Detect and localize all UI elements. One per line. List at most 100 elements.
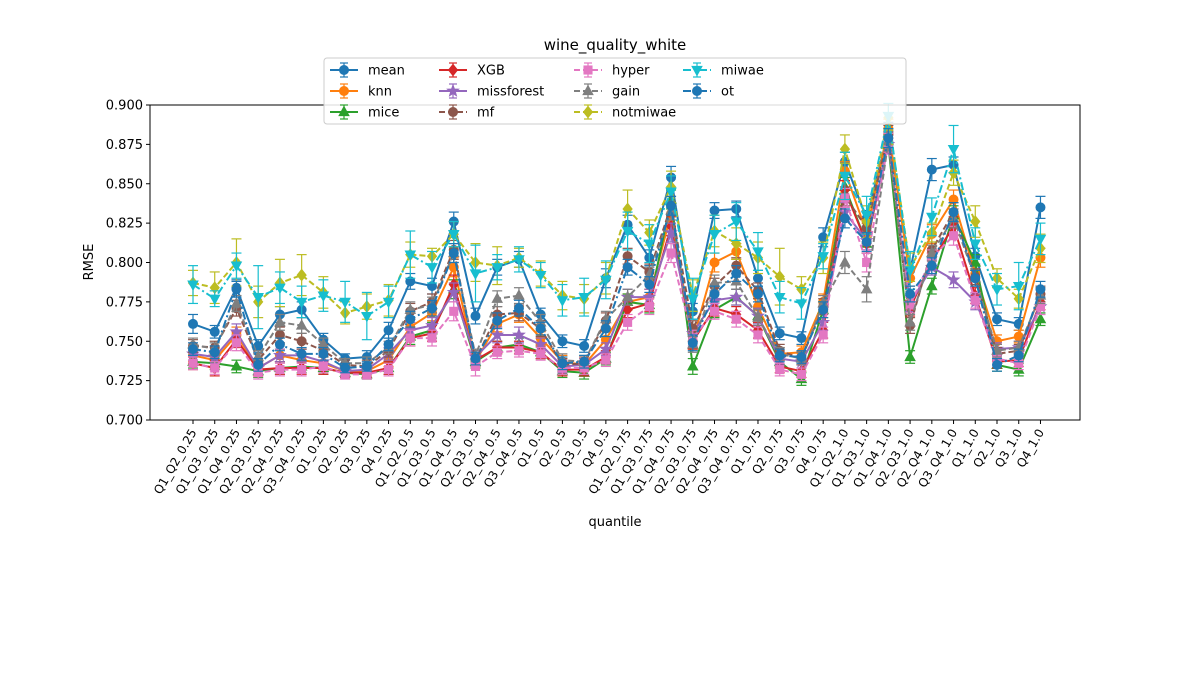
- data-point: [709, 205, 720, 216]
- data-point: [229, 324, 244, 338]
- data-point: [969, 256, 982, 267]
- legend-marker: [446, 83, 460, 97]
- series-ot: [188, 128, 1046, 374]
- data-point: [253, 359, 264, 370]
- data-point: [729, 289, 744, 304]
- data-point: [469, 269, 482, 280]
- data-point: [665, 187, 677, 199]
- data-point: [318, 348, 329, 359]
- legend-marker: [582, 105, 594, 119]
- data-point: [492, 315, 503, 326]
- data-point: [449, 306, 459, 316]
- y-tick-label: 0.825: [106, 217, 143, 232]
- data-point: [427, 303, 438, 314]
- legend-item-mf: mf: [439, 104, 495, 121]
- data-point: [991, 285, 1003, 296]
- legend-label: mice: [368, 106, 399, 121]
- legend-label: knn: [368, 85, 392, 100]
- data-point: [274, 315, 286, 327]
- series-miwae: [187, 102, 1047, 341]
- legend-marker: [691, 65, 703, 77]
- data-point: [535, 323, 546, 334]
- data-point: [644, 279, 655, 290]
- data-point: [231, 338, 242, 348]
- data-point: [752, 289, 763, 299]
- data-point: [1035, 202, 1046, 213]
- data-point: [817, 252, 829, 263]
- legend-marker: [447, 63, 459, 77]
- legend-item-ot: ot: [683, 83, 734, 100]
- legend-marker: [339, 86, 349, 96]
- data-point: [296, 336, 307, 347]
- data-point: [361, 361, 372, 372]
- y-tick-label: 0.750: [106, 335, 143, 350]
- data-point: [210, 363, 220, 373]
- data-point: [491, 263, 504, 274]
- data-point: [1035, 284, 1046, 295]
- data-point: [708, 230, 721, 241]
- data-point: [209, 347, 220, 358]
- plot-series: [186, 102, 1048, 386]
- legend-marker: [583, 65, 593, 75]
- data-point: [601, 355, 611, 365]
- data-point: [383, 325, 394, 336]
- data-point: [427, 333, 437, 343]
- data-point: [969, 239, 982, 251]
- legend-item-gain: gain: [574, 83, 640, 100]
- data-point: [209, 326, 220, 337]
- data-point: [340, 363, 351, 374]
- data-point: [926, 279, 938, 291]
- data-point: [818, 304, 829, 315]
- data-point: [622, 262, 633, 273]
- data-point: [384, 365, 394, 375]
- data-point: [297, 365, 307, 375]
- data-point: [643, 239, 656, 251]
- data-point: [405, 333, 415, 343]
- data-point: [1034, 234, 1047, 246]
- data-point: [796, 333, 807, 344]
- data-point: [839, 256, 851, 267]
- data-point: [447, 230, 460, 241]
- data-point: [946, 272, 961, 286]
- data-point: [492, 347, 502, 357]
- data-point: [598, 341, 613, 356]
- data-point: [470, 311, 481, 322]
- data-point: [579, 340, 590, 351]
- data-point: [514, 346, 524, 356]
- series-line-miwae: [192, 115, 1042, 318]
- data-point: [534, 271, 547, 282]
- legend-label: notmiwae: [612, 106, 676, 121]
- legend-item-missforest: missforest: [439, 83, 544, 100]
- legend-marker: [338, 105, 350, 117]
- series-line-ot: [192, 137, 1042, 370]
- data-point: [926, 212, 938, 224]
- legend-label: missforest: [477, 85, 544, 100]
- data-point: [533, 337, 548, 351]
- legend-marker: [339, 65, 349, 75]
- data-point: [230, 297, 243, 308]
- data-point: [839, 213, 850, 224]
- data-point: [513, 289, 525, 300]
- data-point: [644, 302, 654, 312]
- legend-box: [323, 57, 907, 125]
- data-point: [774, 328, 785, 339]
- legend-item-notmiwae: notmiwae: [574, 104, 676, 121]
- data-point: [753, 330, 763, 340]
- legend-label: gain: [612, 85, 640, 100]
- data-point: [926, 246, 938, 258]
- x-axis-label: quantile: [588, 515, 641, 530]
- data-point: [686, 294, 699, 306]
- data-point: [273, 348, 287, 362]
- data-point: [188, 344, 198, 355]
- data-point: [731, 314, 741, 324]
- data-point: [557, 358, 568, 369]
- legend-label: ot: [721, 85, 734, 100]
- data-point: [382, 297, 395, 309]
- y-axis: 0.700 0.725 0.750 0.775 0.800 0.825 0.850 0.875…: [106, 99, 150, 429]
- data-point: [926, 260, 937, 271]
- data-point: [383, 339, 394, 350]
- data-point: [621, 226, 634, 238]
- series-line-gain: [192, 141, 1042, 365]
- series-line-mf: [192, 134, 1042, 368]
- legend-item-hyper: hyper: [574, 62, 650, 79]
